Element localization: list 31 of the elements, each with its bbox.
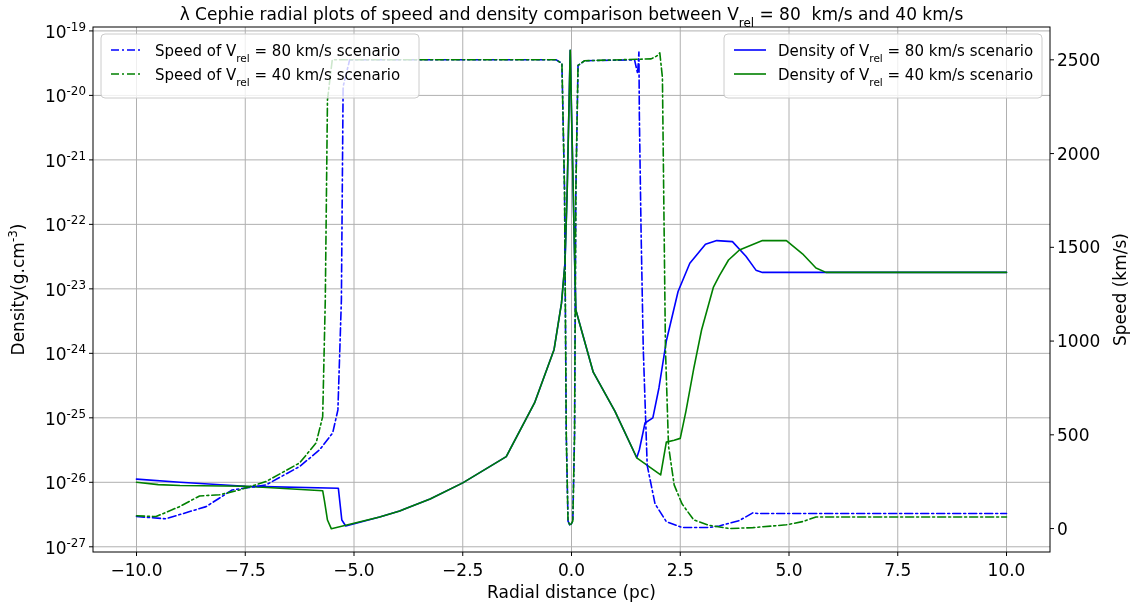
legend-label: Speed of V$_{rel}$ = 80 km/s scenario	[155, 42, 401, 64]
x-tick-label: −10.0	[110, 560, 163, 580]
y-tick-label: 10$^{-19}$	[44, 19, 86, 42]
chart-title: λ Cephie radial plots of speed and density comparison between V$_{rel}$ = 80 km/s and 40 km/s	[179, 4, 964, 30]
x-tick-label: 7.5	[884, 560, 912, 580]
y-tick-label: 10$^{-26}$	[44, 471, 86, 494]
y-tick-label: 10$^{-25}$	[44, 406, 86, 429]
y2-tick-label: 2500	[1057, 49, 1101, 70]
y-tick-label: 10$^{-23}$	[44, 277, 86, 300]
x-tick-label: −5.0	[333, 560, 375, 580]
y-tick-label: 10$^{-21}$	[44, 148, 86, 171]
y-tick-label: 10$^{-22}$	[44, 213, 86, 236]
x-axis-title: Radial distance (pc)	[487, 582, 656, 602]
x-tick-label: 5.0	[775, 560, 803, 580]
x-tick-label: −2.5	[442, 560, 484, 580]
x-tick-label: 0.0	[557, 560, 586, 580]
x-tick-label: 2.5	[666, 560, 694, 580]
y-tick-label: 10$^{-27}$	[44, 535, 86, 558]
legend-label: Density of V$_{rel}$ = 40 km/s scenario	[778, 66, 1034, 88]
legend-label: Speed of V$_{rel}$ = 40 km/s scenario	[155, 66, 401, 88]
y2-axis-title: Speed (km/s)	[1110, 233, 1130, 346]
y-tick-label: 10$^{-20}$	[44, 84, 86, 107]
y2-tick-label: 500	[1057, 424, 1090, 445]
y2-tick-label: 0	[1057, 518, 1068, 539]
x-tick-label: 10.0	[987, 560, 1026, 580]
y2-tick-label: 2000	[1057, 143, 1101, 164]
x-tick-label: −7.5	[224, 560, 266, 580]
y2-tick-label: 1500	[1057, 237, 1101, 258]
y-tick-label: 10$^{-24}$	[44, 342, 86, 365]
legend-label: Density of V$_{rel}$ = 80 km/s scenario	[778, 42, 1034, 64]
y2-tick-label: 1000	[1057, 331, 1101, 352]
